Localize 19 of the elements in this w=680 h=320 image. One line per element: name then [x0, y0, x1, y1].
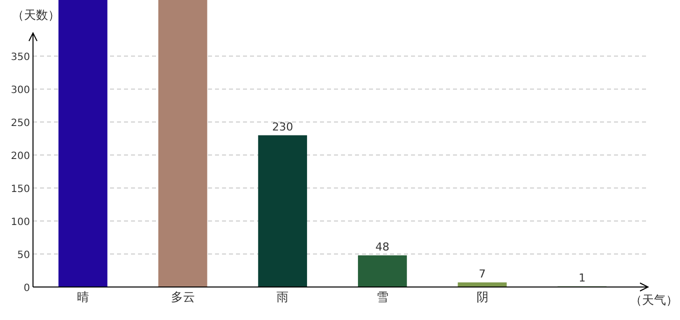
y-tick-label: 300 — [10, 85, 30, 96]
y-tick-label: 100 — [10, 217, 30, 228]
data-label: 48 — [375, 240, 390, 254]
y-tick-label: 250 — [10, 118, 30, 130]
y-tick-label: 50 — [17, 250, 30, 262]
x-tick-label: 雪 — [376, 290, 388, 304]
x-tick-label: 晴 — [76, 290, 89, 304]
y-tick-label: 350 — [10, 52, 30, 64]
x-tick-label: 多云 — [170, 290, 195, 304]
y-tick-label: 150 — [10, 184, 30, 196]
data-label: 7 — [478, 267, 486, 280]
y-tick-label: 200 — [10, 151, 30, 162]
x-tick-label: 阴 — [476, 290, 488, 304]
data-label: 1 — [578, 271, 586, 284]
x-tick-label: 雨 — [276, 290, 289, 304]
x-axis-title: （天气） — [630, 293, 678, 307]
data-label: 230 — [272, 120, 294, 134]
y-tick-label: 0 — [24, 283, 30, 294]
y-axis-title: （天数） — [12, 8, 60, 22]
